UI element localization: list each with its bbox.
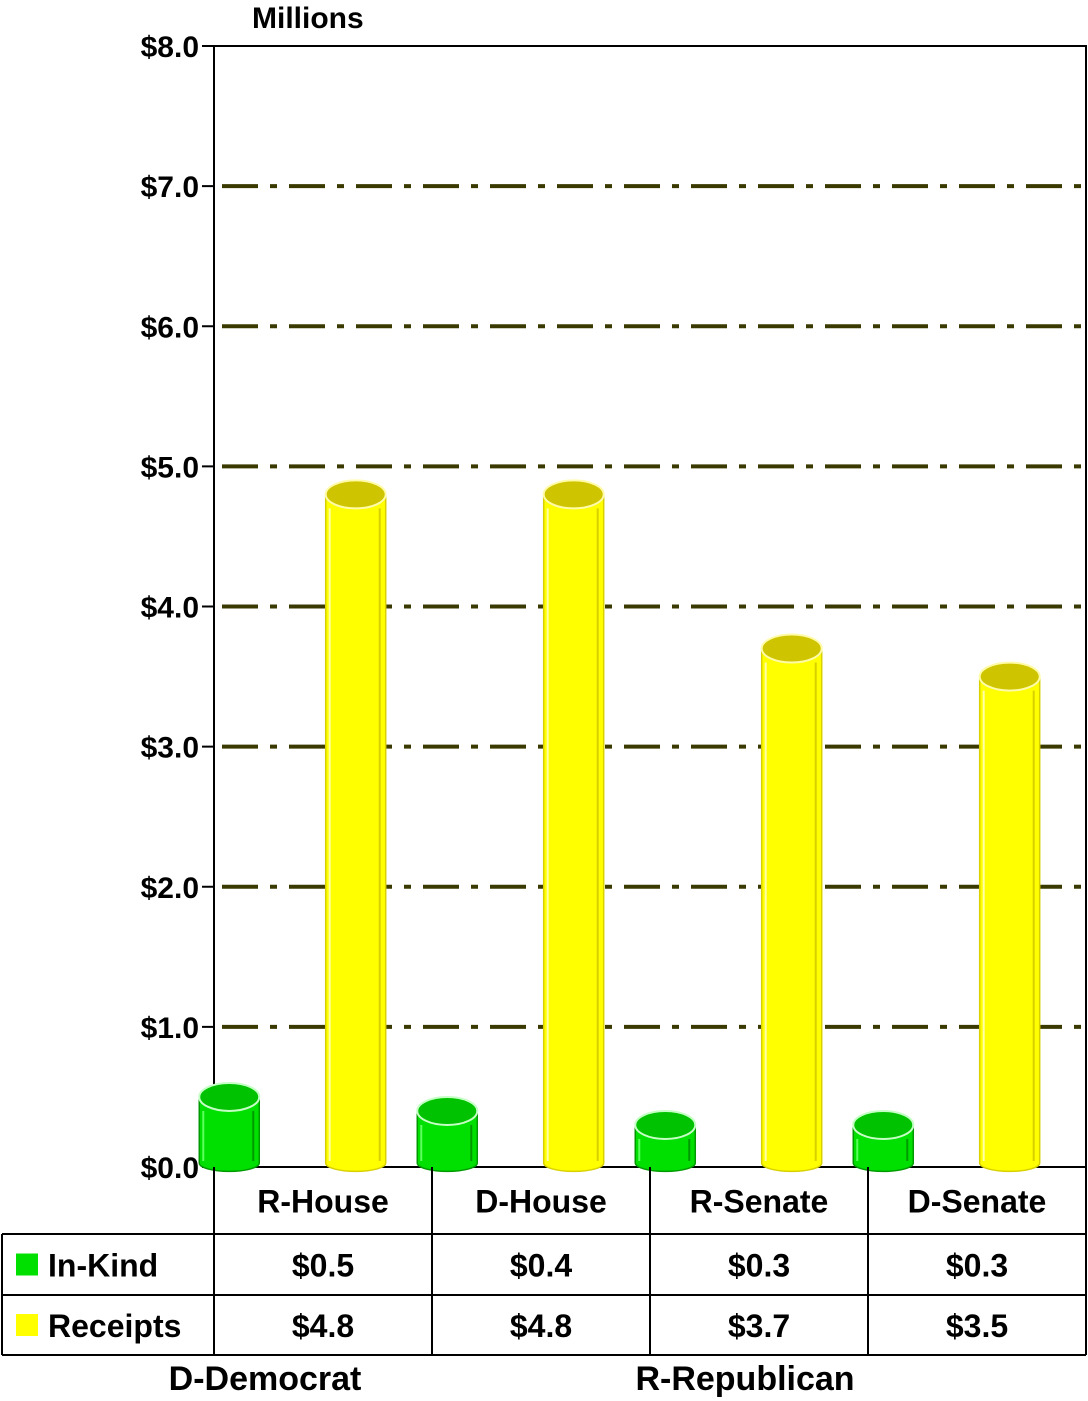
bar-in-kind xyxy=(416,1095,479,1173)
y-tick-label: $0.0 xyxy=(141,1152,199,1185)
data-label: $0.5 xyxy=(292,1248,354,1284)
category-label: R-House xyxy=(257,1184,389,1220)
y-tick-label: $8.0 xyxy=(141,31,199,64)
legend-swatch xyxy=(16,1314,38,1336)
y-tick-label: $2.0 xyxy=(141,872,199,905)
y-tick-label: $7.0 xyxy=(141,171,199,204)
unit-label: Millions xyxy=(252,2,364,35)
bars xyxy=(198,479,1041,1173)
category-label: D-House xyxy=(475,1184,607,1220)
y-tick-label: $1.0 xyxy=(141,1012,199,1045)
bar-receipts xyxy=(324,479,387,1173)
data-label: $0.3 xyxy=(728,1248,790,1284)
bar-receipts xyxy=(760,633,823,1173)
data-label: $3.5 xyxy=(946,1308,1008,1344)
data-table: R-House D-House R-Senate D-Senate In-Kind $0.… xyxy=(1,1167,1087,1356)
y-tick-label: $5.0 xyxy=(141,451,199,484)
y-tick-label: $3.0 xyxy=(141,732,199,765)
category-label: R-Senate xyxy=(690,1184,829,1220)
data-label: $3.7 xyxy=(728,1308,790,1344)
note-republican: R-Republican xyxy=(635,1360,854,1398)
bar-receipts xyxy=(978,661,1041,1173)
y-tick-label: $4.0 xyxy=(141,592,199,625)
data-label: $4.8 xyxy=(292,1308,354,1344)
bar-receipts xyxy=(542,479,605,1173)
y-axis: $0.0 $1.0 $2.0 $3.0 $4.0 $5.0 $6.0 $7.0 $8.0 xyxy=(141,31,1087,1185)
y-tick-label: $6.0 xyxy=(141,311,199,344)
note-democrat: D-Democrat xyxy=(169,1360,362,1398)
bar-in-kind xyxy=(198,1081,261,1173)
category-label: D-Senate xyxy=(908,1184,1047,1220)
data-label: $0.4 xyxy=(510,1248,572,1284)
legend-label: Receipts xyxy=(48,1308,181,1344)
data-label: $4.8 xyxy=(510,1308,572,1344)
legend-label: In-Kind xyxy=(48,1248,158,1284)
data-label: $0.3 xyxy=(946,1248,1008,1284)
legend-swatch xyxy=(16,1253,38,1276)
bar-in-kind xyxy=(634,1109,697,1173)
bar-in-kind xyxy=(852,1109,915,1173)
